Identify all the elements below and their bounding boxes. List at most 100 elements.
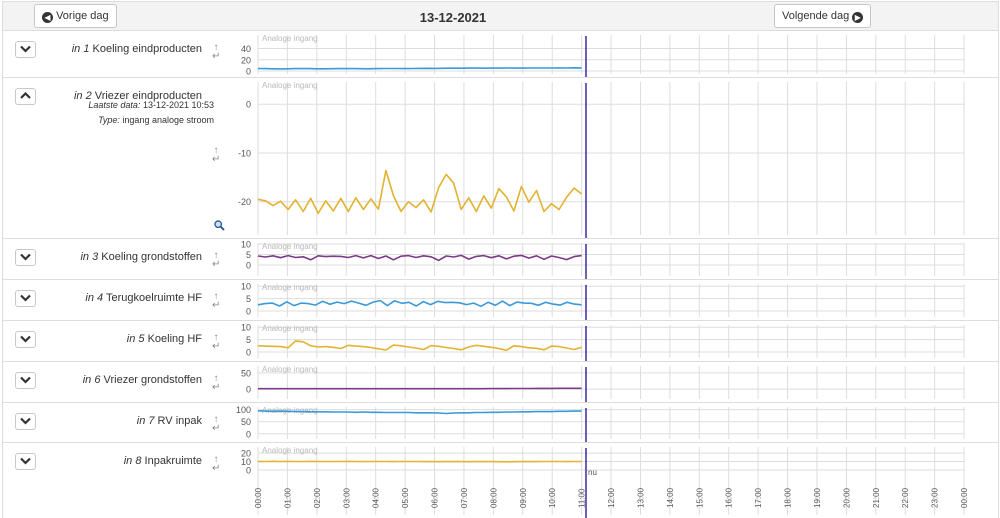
y-tick-label: 10	[241, 282, 251, 292]
sensor-number: in 7	[136, 415, 155, 427]
chevron-down-icon	[20, 45, 31, 53]
sensor-number: in 6	[82, 374, 101, 386]
y-tick-label: -10	[238, 148, 251, 158]
sensor-name: RV inpak	[154, 415, 202, 427]
series-label: Analoge ingang	[262, 446, 318, 455]
sensor-name: Koeling eindproducten	[89, 43, 202, 55]
x-tick-label: 22:00	[901, 487, 910, 508]
prev-day-button[interactable]: ◀ Vorige dag	[34, 4, 117, 28]
x-tick-label: 19:00	[813, 487, 822, 508]
chevron-down-icon	[20, 457, 31, 465]
sensor-name: Koeling HF	[144, 333, 202, 345]
chevron-down-icon	[20, 417, 31, 425]
now-label: nu	[588, 468, 597, 477]
sensor-name: Vriezer grondstoffen	[100, 374, 202, 386]
prev-day-label: Vorige dag	[56, 10, 109, 22]
sort-arrows-icon[interactable]: ↑ ↵	[212, 250, 221, 270]
expand-button[interactable]	[15, 453, 36, 470]
x-tick-label: 17:00	[754, 487, 763, 508]
series-label: Analoge ingang	[262, 283, 318, 292]
series-label: Analoge ingang	[262, 365, 318, 374]
series-line	[257, 169, 583, 215]
sensor-label: in 7 RV inpak	[137, 415, 202, 427]
y-tick-label: 0	[246, 348, 251, 358]
series-line	[257, 410, 582, 415]
expand-button[interactable]	[15, 372, 36, 389]
x-tick-label: 09:00	[519, 487, 528, 508]
x-tick-label: 05:00	[401, 487, 410, 508]
y-tick-label: 100	[236, 405, 251, 415]
x-tick-label: 16:00	[725, 487, 734, 508]
sensor-number: in 3	[80, 251, 99, 263]
sensor-name: Vriezer eindproducten	[91, 90, 202, 102]
row-divider	[3, 238, 998, 239]
y-tick-label: 0	[246, 385, 251, 395]
next-day-button[interactable]: Volgende dag ▶	[774, 4, 872, 28]
x-tick-label: 18:00	[784, 487, 793, 508]
arrow-right-icon: ▶	[852, 12, 864, 23]
x-tick-label: 03:00	[342, 487, 351, 508]
y-tick-label: 10	[241, 240, 251, 250]
row-divider	[3, 442, 998, 443]
sensor-name: Inpakruimte	[141, 455, 202, 467]
y-tick-label: -20	[238, 197, 251, 207]
sort-arrows-icon[interactable]: ↑ ↵	[212, 42, 221, 62]
expand-button[interactable]	[15, 331, 36, 348]
type-value: ingang analoge stroom	[122, 115, 214, 125]
chevron-down-icon	[20, 376, 31, 384]
sensor-type: Type: ingang analoge stroom	[98, 115, 214, 125]
x-tick-label: 21:00	[872, 487, 881, 508]
series-line	[257, 254, 582, 262]
expand-button[interactable]	[15, 413, 36, 430]
expand-button[interactable]	[15, 290, 36, 307]
sensor-name: Terugkoelruimte HF	[103, 292, 202, 304]
sensor-label: in 3 Koeling grondstoffen	[80, 251, 202, 263]
sort-arrows-icon[interactable]: ↑ ↵	[212, 454, 221, 474]
sensor-number: in 8	[123, 455, 142, 467]
y-tick-label: 5	[246, 250, 251, 260]
y-tick-label: 0	[246, 261, 251, 271]
expand-button[interactable]	[15, 249, 36, 266]
y-tick-label: 50	[241, 417, 251, 427]
sort-arrows-icon[interactable]: ↑ ↵	[212, 414, 221, 434]
type-label: Type:	[98, 115, 120, 125]
x-tick-label: 00:00	[960, 487, 969, 508]
row-divider	[3, 361, 998, 362]
row-divider	[3, 279, 998, 280]
series-line	[257, 67, 582, 70]
sensor-label: in 4 Terugkoelruimte HF	[85, 292, 202, 304]
x-tick-label: 10:00	[548, 487, 557, 508]
y-tick-label: 5	[246, 335, 251, 345]
x-tick-label: 14:00	[666, 487, 675, 508]
x-tick-label: 07:00	[460, 487, 469, 508]
sort-arrows-icon[interactable]: ↑ ↵	[212, 291, 221, 311]
chevron-down-icon	[20, 335, 31, 343]
y-tick-label: 40	[241, 44, 251, 54]
zoom-icon[interactable]	[214, 218, 225, 236]
sensor-list	[2, 31, 999, 518]
y-tick-label: 0	[246, 429, 251, 439]
sort-arrows-icon[interactable]: ↑ ↵	[212, 373, 221, 393]
last-data-label: Laatste data:	[88, 100, 141, 110]
y-tick-label: 10	[241, 457, 251, 467]
sensor-label: in 6 Vriezer grondstoffen	[83, 374, 202, 386]
y-tick-label: 0	[246, 466, 251, 476]
expand-button[interactable]	[15, 41, 36, 58]
sensor-label: in 1 Koeling eindproducten	[72, 43, 202, 55]
sensor-number: in 4	[85, 292, 104, 304]
row-divider	[3, 77, 998, 78]
collapse-button[interactable]	[15, 88, 36, 105]
row-divider	[3, 402, 998, 403]
sensor-label: in 8 Inpakruimte	[124, 455, 202, 467]
x-tick-label: 00:00	[254, 487, 263, 508]
y-tick-label: 20	[241, 55, 251, 65]
sensor-label: in 2 Vriezer eindproducten	[74, 90, 202, 102]
y-tick-label: 0	[246, 307, 251, 317]
sort-arrows-icon[interactable]: ↑ ↵	[212, 145, 221, 165]
sort-arrows-icon[interactable]: ↑ ↵	[212, 332, 221, 352]
toolbar: ◀ Vorige dag 13-12-2021 Volgende dag ▶	[2, 1, 999, 31]
chevron-down-icon	[20, 294, 31, 302]
series-label: Analoge ingang	[262, 324, 318, 333]
sensor-number: in 1	[71, 43, 90, 55]
y-tick-label: 50	[241, 368, 251, 378]
